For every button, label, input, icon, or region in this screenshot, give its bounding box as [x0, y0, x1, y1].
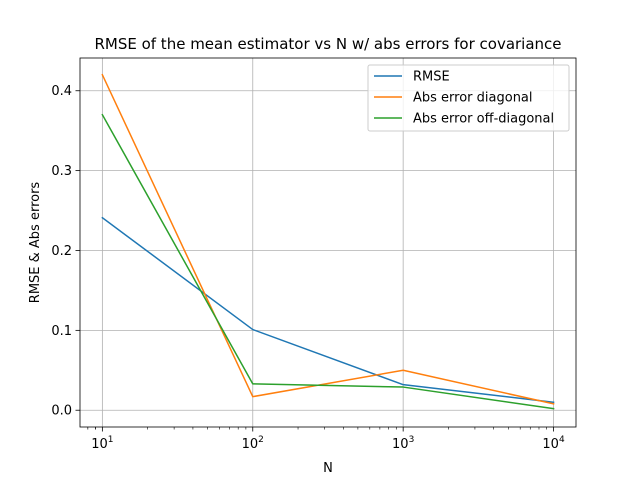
x-tick-base: 10 [392, 437, 409, 452]
legend-label-0: RMSE [413, 70, 450, 85]
legend-label-1: Abs error diagonal [413, 91, 533, 106]
x-tick-exponent: 2 [258, 435, 264, 445]
legend-box [367, 64, 570, 132]
x-tick-label: 101 [91, 435, 113, 452]
legend-entries: RMSE Abs error diagonal Abs error off-diag… [374, 70, 554, 127]
x-tick-label: 104 [542, 435, 565, 452]
y-tick-label: 0.0 [51, 404, 72, 419]
x-tick-base: 10 [542, 437, 559, 452]
x-axis-label: N [323, 461, 333, 476]
x-tick-label: 102 [242, 435, 264, 452]
x-tick-base: 10 [242, 437, 259, 452]
legend: RMSE Abs error diagonal Abs error off-diag… [367, 64, 570, 132]
y-tick-label: 0.4 [51, 84, 72, 99]
y-tick-label: 0.3 [51, 164, 72, 179]
series-line-1 [101, 73, 555, 405]
x-tick-label: 103 [392, 435, 414, 452]
y-axis-label: RMSE & Abs errors [28, 182, 43, 304]
y-tick-label: 0.2 [51, 244, 72, 259]
series-line-0 [101, 216, 555, 404]
chart-title: RMSE of the mean estimator vs N w/ abs e… [94, 35, 561, 53]
x-tick-exponent: 4 [559, 435, 565, 445]
y-tick-labels: 0.0 0.1 0.2 0.3 0.4 [51, 84, 72, 418]
y-tick-label: 0.1 [51, 324, 72, 339]
legend-label-2: Abs error off-diagonal [413, 112, 554, 127]
x-tick-base: 10 [91, 437, 108, 452]
x-tick-exponent: 3 [409, 435, 415, 445]
x-tick-exponent: 1 [108, 435, 114, 445]
x-minor-ticks [87, 427, 547, 430]
series-line-2 [101, 113, 555, 410]
series-lines [101, 73, 555, 410]
plot-frame [79, 57, 577, 428]
x-tick-labels: 101 102 103 104 [91, 435, 565, 452]
axis-ticks [75, 90, 554, 432]
